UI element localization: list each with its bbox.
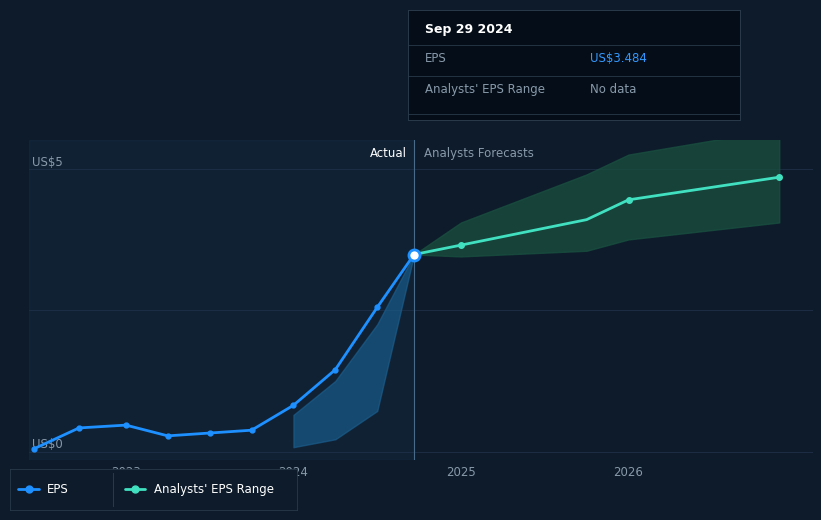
Text: US$5: US$5 bbox=[32, 155, 63, 168]
Text: US$3.484: US$3.484 bbox=[590, 52, 647, 65]
Text: Analysts Forecasts: Analysts Forecasts bbox=[424, 147, 534, 160]
Text: Analysts' EPS Range: Analysts' EPS Range bbox=[424, 83, 544, 96]
Text: US$0: US$0 bbox=[32, 437, 63, 450]
Text: EPS: EPS bbox=[424, 52, 447, 65]
Bar bbox=[29, 140, 414, 460]
Text: No data: No data bbox=[590, 83, 637, 96]
Text: EPS: EPS bbox=[48, 483, 69, 496]
Text: Actual: Actual bbox=[370, 147, 407, 160]
Text: Sep 29 2024: Sep 29 2024 bbox=[424, 23, 512, 36]
Text: Analysts' EPS Range: Analysts' EPS Range bbox=[154, 483, 273, 496]
